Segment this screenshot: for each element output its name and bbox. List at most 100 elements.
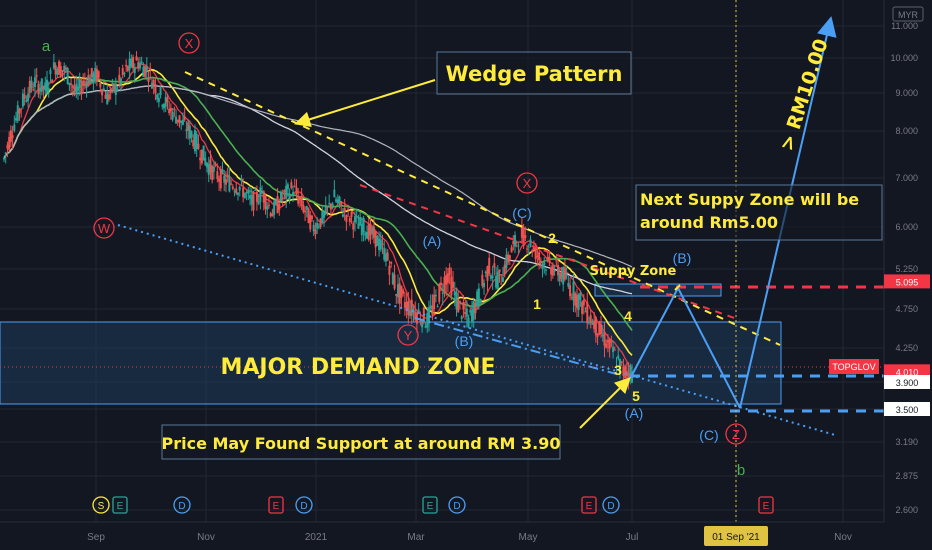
candle	[593, 320, 596, 330]
event-marker-label: D	[178, 501, 185, 512]
candle	[4, 152, 7, 155]
candle	[94, 67, 97, 80]
candle	[359, 216, 362, 226]
candle	[204, 157, 207, 165]
candle	[73, 86, 76, 90]
candle	[624, 365, 627, 379]
candle	[252, 191, 255, 211]
candle	[536, 255, 539, 257]
split-marker[interactable]	[92, 496, 110, 514]
candle	[119, 78, 122, 85]
candle	[106, 92, 109, 105]
candle	[109, 88, 112, 94]
candle	[216, 171, 219, 179]
candle	[371, 227, 374, 234]
y-tick: 4.750	[895, 304, 918, 314]
earnings-marker[interactable]	[581, 496, 597, 514]
next-supply-label: Next Suppy Zone will be around Rm5.00	[640, 190, 860, 232]
candle	[202, 145, 205, 161]
candle	[388, 265, 391, 275]
candle	[235, 188, 238, 194]
candle	[59, 65, 62, 77]
candle	[464, 312, 467, 314]
candle	[224, 179, 227, 185]
candle	[297, 196, 300, 204]
candle	[526, 248, 529, 250]
earnings-marker[interactable]	[758, 496, 774, 514]
candle	[376, 236, 379, 246]
demand-zone-box	[0, 321, 782, 405]
candle	[307, 208, 310, 224]
event-marker-label: D	[300, 501, 307, 512]
candle	[223, 175, 226, 183]
candle	[594, 316, 597, 336]
candle	[453, 291, 456, 296]
candle	[510, 247, 513, 253]
candle	[551, 265, 554, 276]
candle	[496, 271, 499, 289]
crosshair-date-label: 01 Sep '21	[712, 532, 760, 543]
candle	[316, 222, 319, 229]
candle	[102, 88, 105, 91]
candle	[367, 223, 370, 240]
wave-circle	[397, 324, 419, 346]
earnings-marker[interactable]	[112, 496, 128, 514]
candle	[11, 135, 14, 139]
dividend-marker[interactable]	[295, 496, 313, 514]
y-tick: 3.190	[895, 437, 918, 447]
candle	[286, 184, 289, 190]
candle	[569, 285, 572, 297]
candle	[178, 115, 181, 124]
wedge-red-line	[359, 184, 741, 321]
wave-label-z: Z	[732, 427, 740, 442]
earnings-marker[interactable]	[422, 496, 438, 514]
wave-label-y: Y	[404, 328, 413, 343]
candle	[512, 241, 515, 244]
candle	[452, 281, 455, 288]
candle	[156, 94, 159, 100]
y-tick: 2.600	[895, 505, 918, 515]
wave-circle	[725, 423, 747, 445]
price-tag	[884, 274, 930, 289]
candle	[266, 206, 269, 210]
candle	[372, 226, 375, 238]
candle	[51, 79, 54, 83]
candle	[195, 133, 198, 150]
x-tick-labels: Sep Nov 2021 Mar May Jul Nov	[87, 532, 852, 543]
candle	[446, 273, 449, 283]
candle	[28, 80, 31, 93]
candle	[23, 94, 26, 99]
candle	[33, 77, 36, 87]
candle	[3, 157, 5, 160]
candle	[180, 120, 183, 123]
candle	[206, 162, 209, 168]
candle	[254, 189, 257, 191]
candle	[329, 203, 332, 210]
candle	[343, 207, 346, 213]
candle	[114, 83, 117, 95]
wave-label-a: a	[42, 38, 51, 55]
candle	[259, 187, 262, 202]
candle	[305, 205, 308, 210]
candle	[76, 86, 79, 91]
wave-label-A1: (A)	[423, 233, 442, 249]
candle	[563, 267, 566, 280]
dividend-marker[interactable]	[602, 496, 620, 514]
candle	[402, 290, 405, 294]
candle	[340, 201, 343, 206]
candle	[154, 84, 157, 93]
symbol-tag	[829, 359, 879, 374]
price-tag-label: 3.500	[896, 405, 919, 415]
candle	[333, 189, 336, 198]
dividend-marker[interactable]	[173, 496, 191, 514]
dividend-marker[interactable]	[448, 496, 466, 514]
candle	[25, 99, 28, 102]
candle	[410, 299, 413, 316]
earnings-marker[interactable]	[268, 496, 284, 514]
candle	[495, 276, 498, 288]
candle	[138, 62, 141, 69]
wave-label-n1: 1	[533, 296, 541, 312]
candle	[436, 306, 439, 308]
